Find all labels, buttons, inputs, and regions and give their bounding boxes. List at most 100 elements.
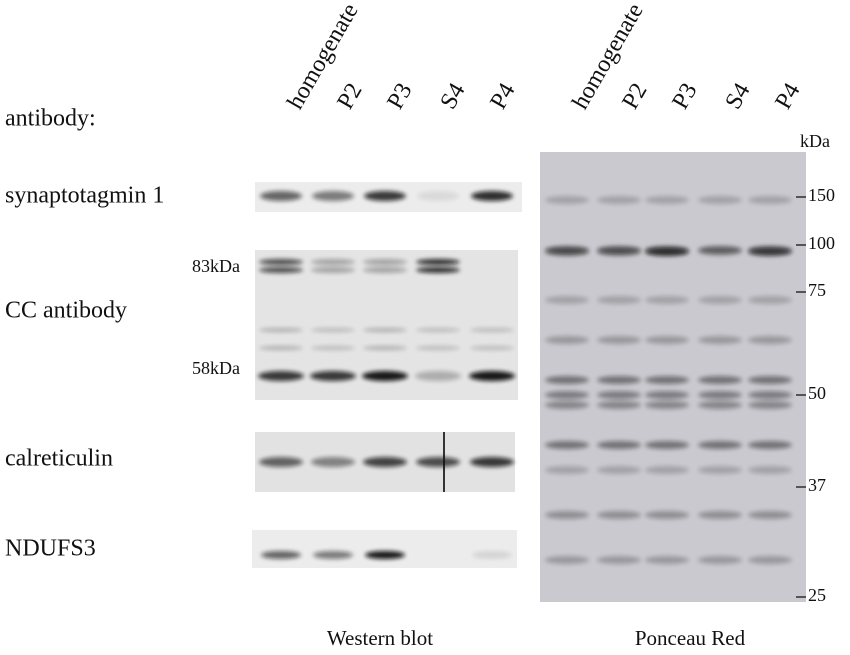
band — [310, 371, 356, 381]
band — [311, 346, 355, 350]
band — [545, 556, 589, 564]
band — [259, 457, 303, 467]
band — [545, 196, 589, 204]
band — [645, 556, 689, 564]
lane-label: P3 — [667, 79, 702, 114]
lane-label: P2 — [617, 79, 652, 114]
band — [472, 551, 512, 559]
band — [645, 248, 689, 256]
band — [597, 391, 641, 399]
band — [645, 296, 689, 304]
band — [470, 328, 514, 332]
ladder-label: 75 — [808, 280, 826, 300]
lane-label: S4 — [720, 79, 755, 114]
band — [698, 511, 742, 519]
ladder-label: 150 — [808, 185, 835, 205]
band — [645, 376, 689, 384]
band — [748, 441, 792, 449]
band — [259, 267, 303, 273]
size-marker: 58kDa — [192, 358, 240, 378]
band — [645, 511, 689, 519]
band — [645, 401, 689, 409]
band — [597, 248, 641, 256]
band — [416, 259, 460, 265]
band — [748, 401, 792, 409]
band — [258, 371, 304, 381]
band — [545, 296, 589, 304]
band — [698, 248, 742, 256]
band — [597, 336, 641, 344]
band — [748, 336, 792, 344]
band — [545, 441, 589, 449]
band — [748, 391, 792, 399]
band — [748, 511, 792, 519]
band — [748, 556, 792, 564]
caption: Ponceau Red — [635, 626, 746, 650]
band — [645, 196, 689, 204]
band — [363, 267, 407, 273]
blot-panel — [252, 530, 517, 568]
band — [312, 191, 354, 201]
band — [645, 441, 689, 449]
band — [311, 259, 355, 265]
band — [259, 259, 303, 265]
band — [698, 196, 742, 204]
band — [311, 267, 355, 273]
lane-label: P4 — [485, 79, 520, 114]
band — [311, 328, 355, 332]
band — [597, 466, 641, 474]
row-label: CC antibody — [5, 298, 127, 324]
ladder-label: 37 — [808, 475, 826, 495]
row-label: synaptotagmin 1 — [5, 183, 164, 209]
band — [645, 336, 689, 344]
lane-label: P4 — [770, 79, 805, 114]
band — [470, 457, 514, 467]
band — [362, 371, 408, 381]
ladder-label: 25 — [808, 585, 826, 605]
band — [545, 511, 589, 519]
band — [597, 401, 641, 409]
band — [545, 248, 589, 256]
band — [416, 267, 460, 273]
band — [545, 336, 589, 344]
ladder-label: 100 — [808, 233, 835, 253]
band — [363, 259, 407, 265]
lane-label: P3 — [382, 79, 417, 114]
row-label: NDUFS3 — [5, 536, 96, 562]
band — [545, 401, 589, 409]
band — [363, 346, 407, 350]
band — [259, 346, 303, 350]
band — [313, 551, 353, 559]
band — [698, 336, 742, 344]
lane-label: P2 — [332, 79, 367, 114]
band — [545, 376, 589, 384]
band — [311, 457, 355, 467]
band — [545, 391, 589, 399]
band — [748, 248, 792, 256]
band — [748, 376, 792, 384]
band — [645, 391, 689, 399]
band — [748, 466, 792, 474]
band — [365, 551, 405, 559]
band — [698, 376, 742, 384]
band — [698, 441, 742, 449]
band — [597, 441, 641, 449]
caption: Western blot — [327, 626, 433, 650]
lane-label: S4 — [435, 79, 470, 114]
band — [597, 296, 641, 304]
band — [363, 328, 407, 332]
band — [469, 371, 515, 381]
band — [597, 556, 641, 564]
band — [597, 196, 641, 204]
band — [416, 346, 460, 350]
band — [597, 511, 641, 519]
band — [545, 466, 589, 474]
band — [597, 376, 641, 384]
band — [698, 391, 742, 399]
size-marker: 83kDa — [192, 256, 240, 276]
band — [698, 556, 742, 564]
band — [364, 191, 406, 201]
band — [470, 346, 514, 350]
band — [260, 191, 302, 201]
